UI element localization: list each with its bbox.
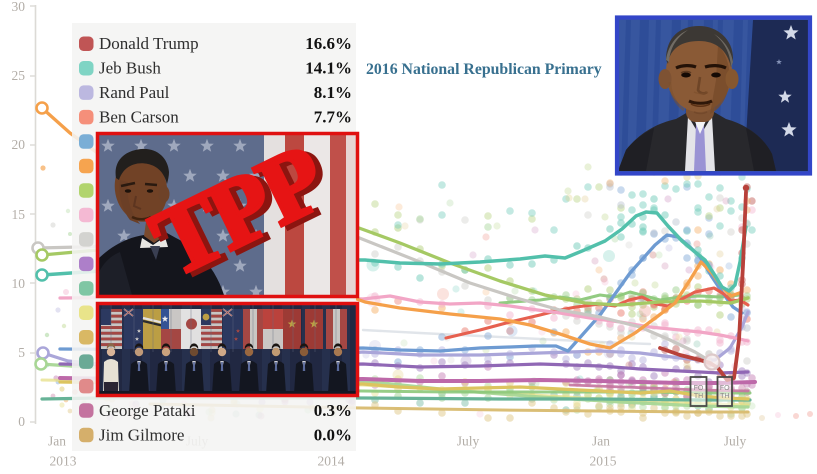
svg-text:Ben Carson: Ben Carson <box>99 107 179 126</box>
svg-text:0.3%: 0.3% <box>314 401 352 420</box>
svg-text:TH: TH <box>720 393 729 400</box>
svg-text:16.6%: 16.6% <box>305 34 352 53</box>
svg-text:FO: FO <box>694 385 704 392</box>
svg-text:Jan: Jan <box>48 434 66 449</box>
svg-text:14.1%: 14.1% <box>305 59 352 78</box>
svg-text:2014: 2014 <box>318 454 345 469</box>
svg-text:2013: 2013 <box>50 454 77 469</box>
svg-text:2015: 2015 <box>590 454 617 469</box>
svg-text:July: July <box>457 434 480 449</box>
svg-text:25: 25 <box>12 68 26 83</box>
svg-text:7.7%: 7.7% <box>314 107 352 126</box>
svg-text:TH: TH <box>694 393 703 400</box>
svg-text:Rand Paul: Rand Paul <box>99 83 170 102</box>
svg-text:July: July <box>724 434 747 449</box>
svg-text:10: 10 <box>12 276 26 291</box>
svg-text:Jim Gilmore: Jim Gilmore <box>99 425 184 444</box>
svg-text:Donald Trump: Donald Trump <box>99 34 199 53</box>
svg-text:0.0%: 0.0% <box>314 425 352 444</box>
svg-text:20: 20 <box>12 137 26 152</box>
svg-text:8.1%: 8.1% <box>314 83 352 102</box>
svg-text:30: 30 <box>12 0 26 14</box>
svg-text:Jan: Jan <box>592 434 610 449</box>
svg-text:George Pataki: George Pataki <box>99 401 196 420</box>
svg-text:15: 15 <box>12 207 26 222</box>
svg-text:Jeb Bush: Jeb Bush <box>99 59 161 78</box>
svg-text:FO: FO <box>720 385 730 392</box>
svg-text:5: 5 <box>18 345 25 360</box>
svg-text:2016 National Republican Prima: 2016 National Republican Primary <box>366 61 602 78</box>
svg-text:0: 0 <box>18 414 25 429</box>
